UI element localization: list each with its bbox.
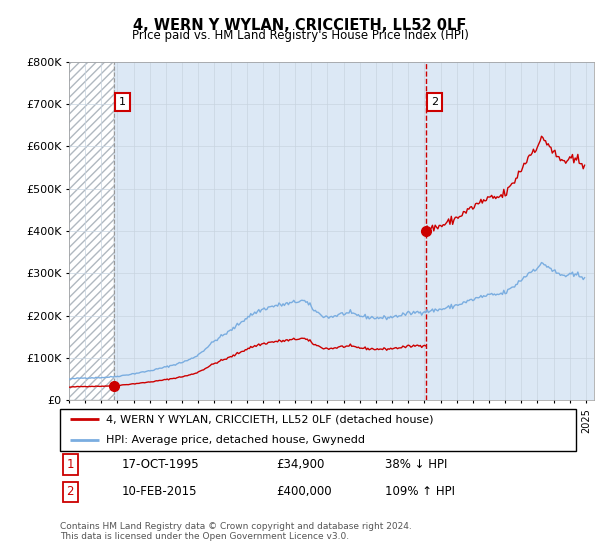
- Text: 10-FEB-2015: 10-FEB-2015: [122, 486, 197, 498]
- Text: 1: 1: [119, 97, 126, 108]
- Text: Contains HM Land Registry data © Crown copyright and database right 2024.
This d: Contains HM Land Registry data © Crown c…: [60, 522, 412, 542]
- Text: 2: 2: [431, 97, 438, 108]
- Text: 17-OCT-1995: 17-OCT-1995: [122, 458, 200, 471]
- Bar: [69, 62, 114, 400]
- Text: 109% ↑ HPI: 109% ↑ HPI: [385, 486, 455, 498]
- Text: HPI: Average price, detached house, Gwynedd: HPI: Average price, detached house, Gwyn…: [106, 435, 365, 445]
- Text: 4, WERN Y WYLAN, CRICCIETH, LL52 0LF: 4, WERN Y WYLAN, CRICCIETH, LL52 0LF: [133, 18, 467, 33]
- Text: 2: 2: [67, 486, 74, 498]
- Text: £34,900: £34,900: [277, 458, 325, 471]
- Bar: [114, 62, 594, 400]
- Text: 4, WERN Y WYLAN, CRICCIETH, LL52 0LF (detached house): 4, WERN Y WYLAN, CRICCIETH, LL52 0LF (de…: [106, 414, 434, 424]
- Text: 38% ↓ HPI: 38% ↓ HPI: [385, 458, 448, 471]
- Text: Price paid vs. HM Land Registry's House Price Index (HPI): Price paid vs. HM Land Registry's House …: [131, 29, 469, 42]
- Text: 1: 1: [67, 458, 74, 471]
- Text: £400,000: £400,000: [277, 486, 332, 498]
